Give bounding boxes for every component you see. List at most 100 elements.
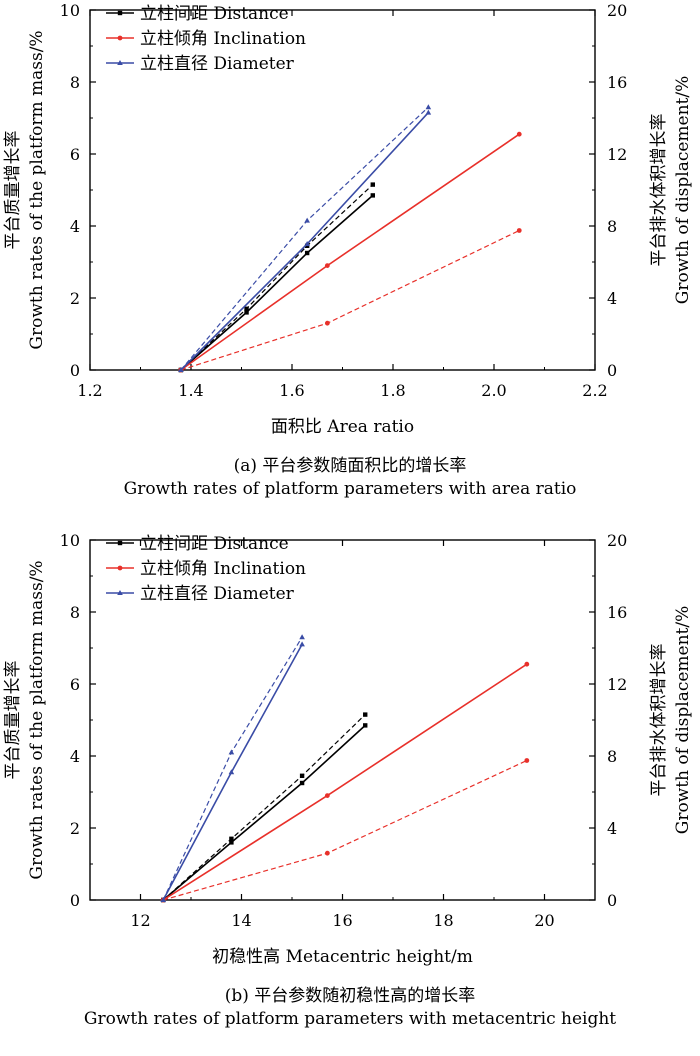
chart-a-x-tick-label: 1.2 [77, 381, 102, 400]
chart-b-yr-tick-label: 20 [607, 531, 627, 550]
chart-b-x-tick-label: 14 [231, 911, 251, 930]
chart-b-yl-tick-label: 2 [70, 819, 80, 838]
chart-a-series-diameter-mass-point [304, 241, 310, 246]
chart-b-series-distance-displacement-point [229, 836, 234, 841]
chart-a: 1.2 1.4 1.6 1.8 2.0 2.2 0 2 4 6 8 10 0 4 8 12 16 20 面积比 Ar… [0, 0, 700, 510]
chart-a-series-inclination-mass-point [324, 263, 330, 268]
chart-a-yr-tick-label: 20 [607, 1, 627, 20]
chart-b-series-distance-displacement-point [363, 712, 368, 717]
chart-b-series-diameter-displacement-point [299, 634, 305, 640]
chart-b-yl-tick-label: 6 [70, 675, 80, 694]
chart-b-legend-diameter-marker [117, 590, 123, 595]
chart-a-legend-inclination-label: 立柱倾角 Inclination [140, 29, 306, 49]
chart-a-series-inclination-displacement-point [516, 228, 522, 233]
chart-b-legend-diameter-label: 立柱直径 Diameter [140, 584, 295, 604]
chart-b-yr-tick-label: 0 [607, 891, 617, 910]
chart-b-x-tick-label: 20 [534, 911, 554, 930]
chart-a-series-distance-displacement-line [180, 184, 374, 371]
chart-a-legend-diameter-marker [117, 60, 123, 65]
chart-b-x-tick-label: 16 [332, 911, 352, 930]
chart-b-yr-axis-label-en: Growth of displacement/% [673, 606, 693, 835]
chart-b-caption-cn: (b) 平台参数随初稳性高的增长率 [224, 986, 476, 1006]
chart-b-x-tick-label: 18 [433, 911, 453, 930]
chart-a-legend-inclination-marker [117, 35, 123, 41]
chart-a-yr-tick-label: 0 [607, 361, 617, 380]
chart-a-yl-axis-label-cn: 平台质量增长率 [3, 131, 23, 250]
chart-b-caption: (b) 平台参数随初稳性高的增长率 Growth rates of platfo… [0, 985, 700, 1031]
chart-a-yl-axis-label-en: Growth rates of the platform mass/% [27, 30, 47, 349]
chart-b-yr-axis-label-cn: 平台排水体积增长率 [649, 644, 669, 797]
chart-a-yl-tick-label: 2 [70, 289, 80, 308]
chart-a-series-inclination-mass-line [180, 133, 520, 371]
chart-a-legend-distance-marker [117, 10, 123, 16]
chart-a-series-inclination-mass-point [516, 131, 522, 137]
chart-a-series-distance-mass-line [180, 194, 374, 371]
chart-a-yr-tick-label: 12 [607, 145, 627, 164]
chart-a-series-distance-mass-point [304, 250, 310, 256]
chart-b-series-distance-mass-line [162, 724, 366, 901]
chart-a-caption: (a) 平台参数随面积比的增长率 Growth rates of platfor… [0, 455, 700, 501]
chart-a-caption-en: Growth rates of platform parameters with… [123, 479, 577, 499]
chart-a-yl-tick-label: 10 [60, 1, 80, 20]
chart-a-series-diameter-mass-line [180, 112, 429, 371]
chart-b-yr-tick-label: 4 [607, 819, 617, 838]
chart-a-yr-axis-label-en: Growth of displacement/% [673, 76, 693, 305]
chart-a-yr-tick-label: 16 [607, 73, 627, 92]
chart-a-x-tick-label: 1.8 [380, 381, 405, 400]
chart-b-legend-inclination-label: 立柱倾角 Inclination [140, 559, 306, 579]
chart-b-series-diameter-displacement-point [228, 749, 235, 755]
chart-b-series-inclination-displacement-point [324, 850, 330, 856]
chart-a-x-tick-label: 2.2 [582, 381, 607, 400]
chart-a-series-distance-mass-point [370, 193, 375, 198]
chart-b-yl-tick-label: 0 [70, 891, 80, 910]
chart-a-series-distance-mass-point [244, 310, 249, 315]
chart-b-series-distance-mass-point [363, 723, 368, 728]
chart-b-yl-axis-label-en: Growth rates of the platform mass/% [27, 560, 47, 879]
chart-b: 12 14 16 18 20 0 2 4 6 8 10 0 4 8 12 16 20 初稳性高 Metacentr… [0, 530, 700, 1056]
chart-b-yr-tick-label: 8 [607, 747, 617, 766]
chart-a-yl-tick-label: 8 [70, 73, 80, 92]
chart-b-series-inclination-mass-point [324, 793, 330, 798]
chart-b-caption-en: Growth rates of platform parameters with… [83, 1009, 617, 1029]
chart-a-legend-distance-label: 立柱间距 Distance [140, 4, 289, 24]
chart-b-series-inclination-displacement-point [524, 758, 530, 763]
chart-b-yl-tick-label: 8 [70, 603, 80, 622]
chart-a-series-inclination-displacement-line [180, 229, 520, 371]
chart-a-series-diameter-mass-point [425, 109, 432, 115]
chart-a-yl-tick-label: 6 [70, 145, 80, 164]
chart-b-series-diameter-mass-point [228, 769, 235, 775]
chart-a-series-diameter-displacement-point [425, 104, 432, 110]
chart-b-legend-distance-marker [117, 540, 123, 546]
chart-b-series-distance-mass-point [229, 840, 234, 845]
chart-b-x-tick-label: 12 [130, 911, 150, 930]
chart-b-series-distance-displacement-line [162, 714, 366, 901]
chart-a-yr-tick-label: 8 [607, 217, 617, 236]
chart-b-legend-inclination-marker [117, 565, 123, 571]
chart-b-series-inclination-mass-point [524, 661, 530, 667]
chart-a-legend-diameter-label: 立柱直径 Diameter [140, 54, 295, 74]
chart-b-yr-tick-label: 12 [607, 675, 627, 694]
chart-b-svg: 12 14 16 18 20 0 2 4 6 8 10 0 4 8 12 16 20 初稳性高 Metacentr… [3, 531, 693, 967]
chart-b-series-distance-mass-point [299, 780, 305, 786]
chart-a-series-diameter-displacement-point [178, 367, 184, 372]
chart-a-caption-cn: (a) 平台参数随面积比的增长率 [233, 456, 467, 476]
chart-a-series-distance-displacement-point [244, 306, 249, 311]
chart-b-yl-axis-label-cn: 平台质量增长率 [3, 661, 23, 780]
chart-b-yl-tick-label: 4 [70, 747, 80, 766]
chart-b-yr-tick-label: 16 [607, 603, 627, 622]
chart-a-yl-tick-label: 4 [70, 217, 80, 236]
chart-a-yr-axis-label-cn: 平台排水体积增长率 [649, 114, 669, 267]
chart-a-x-axis-label: 面积比 Area ratio [271, 417, 414, 437]
chart-b-series-diameter-displacement-point [160, 897, 167, 902]
chart-a-x-tick-label: 1.6 [279, 381, 304, 400]
chart-a-yl-tick-label: 0 [70, 361, 80, 380]
chart-a-yr-tick-label: 4 [607, 289, 617, 308]
chart-b-x-axis-label: 初稳性高 Metacentric height/m [212, 947, 473, 967]
chart-a-series-distance-displacement-point [370, 182, 375, 187]
chart-b-series-distance-displacement-point [299, 773, 305, 778]
chart-b-yl-tick-label: 10 [60, 531, 80, 550]
chart-a-x-tick-label: 1.4 [178, 381, 203, 400]
chart-a-x-tick-label: 2.0 [481, 381, 506, 400]
chart-b-series-diameter-mass-point [299, 641, 305, 647]
